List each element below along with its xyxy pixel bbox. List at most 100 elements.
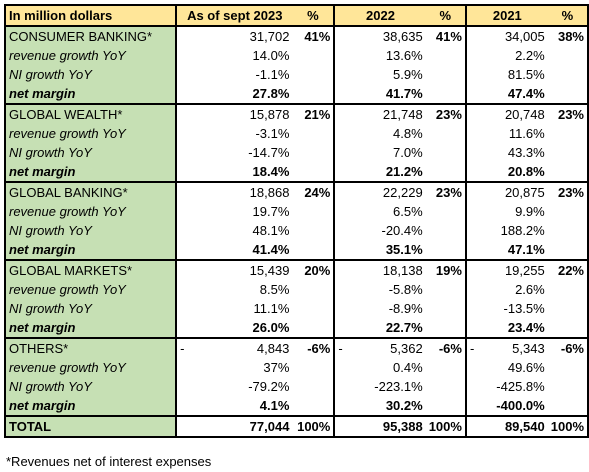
metric-blank-2021 — [547, 202, 589, 221]
segment-name: GLOBAL MARKETS* — [3, 259, 178, 280]
metric-label: revenue growth YoY — [3, 202, 178, 221]
total-label: TOTAL — [3, 415, 178, 438]
segment-revenue-2022: 18,138 — [334, 259, 426, 280]
metric-value-2022: -8.9% — [388, 301, 423, 316]
metric-value-2021: -13.5% — [503, 301, 545, 316]
segment-revenue-2022: 21,748 — [334, 103, 426, 124]
metric-blank-2021 — [547, 84, 589, 104]
segment-share-2023: 24% — [292, 181, 336, 202]
metric-value-2021: 2.6% — [515, 282, 545, 297]
metric-value-2023: -1.1% — [255, 67, 290, 82]
metric-value-2023: 48.1% — [252, 223, 290, 238]
metric-row: revenue growth YoY 19.7% 6.5% 9.9% — [3, 202, 589, 221]
total-value-2022: 95,388 — [334, 415, 426, 438]
metric-blank-2021 — [547, 46, 589, 65]
metric-value-2023: 18.4% — [252, 164, 290, 179]
header-col-2022: 2022 — [334, 4, 426, 27]
metric-blank-2022 — [425, 299, 467, 318]
metric-blank-2023 — [292, 202, 336, 221]
metric-blank-2022 — [425, 318, 467, 338]
metric-label: revenue growth YoY — [3, 280, 178, 299]
metric-value-2021: 2.2% — [515, 48, 545, 63]
segment-share-2021: -6% — [547, 337, 589, 358]
metric-value-2022: 21.2% — [385, 164, 423, 179]
metric-value-2022: 6.5% — [393, 204, 423, 219]
metric-blank-2023 — [292, 358, 336, 377]
segment-share-2023: 41% — [292, 25, 336, 46]
metric-value-2021: 47.4% — [507, 86, 545, 101]
metric-blank-2021 — [547, 65, 589, 84]
net-margin-row: net margin 26.0% 22.7% 23.4% — [3, 318, 589, 338]
metric-blank-2023 — [292, 221, 336, 240]
net-margin-row: net margin 41.4% 35.1% 47.1% — [3, 240, 589, 260]
segments-body: CONSUMER BANKING* 31,702 41% 38,635 41% 34,00… — [3, 25, 589, 416]
metric-blank-2022 — [425, 162, 467, 182]
segment-revenue-2022: 22,229 — [334, 181, 426, 202]
metric-label: net margin — [3, 240, 178, 260]
segment-share-2022: -6% — [425, 337, 467, 358]
segment-share-2021: 38% — [547, 25, 589, 46]
segment-row: GLOBAL WEALTH* 15,878 21% 21,748 23% 20,748 23… — [3, 103, 589, 124]
metric-blank-2023 — [292, 396, 336, 416]
segment-revenue-2021-text: 5,343 — [512, 341, 545, 356]
metric-value-2022: -20.4% — [381, 223, 423, 238]
net-margin-row: net margin 18.4% 21.2% 20.8% — [3, 162, 589, 182]
metric-label: NI growth YoY — [3, 143, 178, 162]
metric-blank-2022 — [425, 143, 467, 162]
metric-value-2022: 7.0% — [393, 145, 423, 160]
financial-table-container: In million dollars As of sept 2023 % 202… — [3, 4, 589, 438]
metric-value-2023: 8.5% — [259, 282, 290, 297]
metric-label: revenue growth YoY — [3, 46, 178, 65]
metric-blank-2022 — [425, 46, 467, 65]
segment-revenue-2022: - 5,362 — [334, 337, 426, 358]
metric-blank-2023 — [292, 143, 336, 162]
metric-blank-2021 — [547, 396, 589, 416]
net-margin-row: net margin 27.8% 41.7% 47.4% — [3, 84, 589, 104]
segment-share-2022: 41% — [425, 25, 467, 46]
metric-blank-2023 — [292, 299, 336, 318]
metric-value-2022: 4.8% — [393, 126, 423, 141]
metric-blank-2023 — [292, 377, 336, 396]
segment-revenue-2023: - 4,843 — [176, 337, 293, 358]
segment-row: GLOBAL BANKING* 18,868 24% 22,229 23% 20,875 2… — [3, 181, 589, 202]
segment-share-2022: 19% — [425, 259, 467, 280]
segment-row: CONSUMER BANKING* 31,702 41% 38,635 41% 34,00… — [3, 25, 589, 46]
total-pct-2023: 100% — [292, 415, 336, 438]
metric-value-2021: -425.8% — [496, 379, 545, 394]
total-value-2023: 77,044 — [176, 415, 293, 438]
segment-revenue-2021: - 5,343 — [465, 337, 548, 358]
metric-blank-2021 — [547, 124, 589, 143]
segment-revenue-2021: 34,005 — [465, 25, 548, 46]
metric-row: revenue growth YoY 37% 0.4% 49.6% — [3, 358, 589, 377]
metric-label: NI growth YoY — [3, 221, 178, 240]
metric-value-2021: -400.0% — [496, 398, 545, 413]
metric-value-2022: -5.8% — [388, 282, 423, 297]
segment-name: GLOBAL BANKING* — [3, 181, 178, 202]
metric-value-2022: 30.2% — [385, 398, 423, 413]
metric-blank-2023 — [292, 124, 336, 143]
metric-label: net margin — [3, 162, 178, 182]
header-col-2021: 2021 — [465, 4, 548, 27]
metric-value-2023: -79.2% — [248, 379, 290, 394]
net-margin-row: net margin 4.1% 30.2% -400.0% — [3, 396, 589, 416]
metric-label: NI growth YoY — [3, 299, 178, 318]
segment-share-2023: 21% — [292, 103, 336, 124]
metric-value-2023: 37% — [263, 360, 290, 375]
metric-blank-2021 — [547, 221, 589, 240]
metric-value-2021: 188.2% — [500, 223, 545, 238]
metric-value-2021: 9.9% — [515, 204, 545, 219]
metric-label: net margin — [3, 318, 178, 338]
metric-value-2023: -3.1% — [255, 126, 290, 141]
dash-marker: - — [338, 341, 343, 356]
metric-row: NI growth YoY 11.1% -8.9% -13.5% — [3, 299, 589, 318]
segment-revenue-2023: 15,439 — [176, 259, 293, 280]
header-col-pct-2021: % — [547, 4, 589, 27]
metric-row: revenue growth YoY -3.1% 4.8% 11.6% — [3, 124, 589, 143]
segment-share-2022: 23% — [425, 181, 467, 202]
segment-revenue-2021: 20,875 — [465, 181, 548, 202]
metric-row: NI growth YoY -14.7% 7.0% 43.3% — [3, 143, 589, 162]
metric-value-2021: 49.6% — [507, 360, 545, 375]
segment-revenue-2023: 31,702 — [176, 25, 293, 46]
metric-blank-2021 — [547, 143, 589, 162]
metric-blank-2021 — [547, 358, 589, 377]
